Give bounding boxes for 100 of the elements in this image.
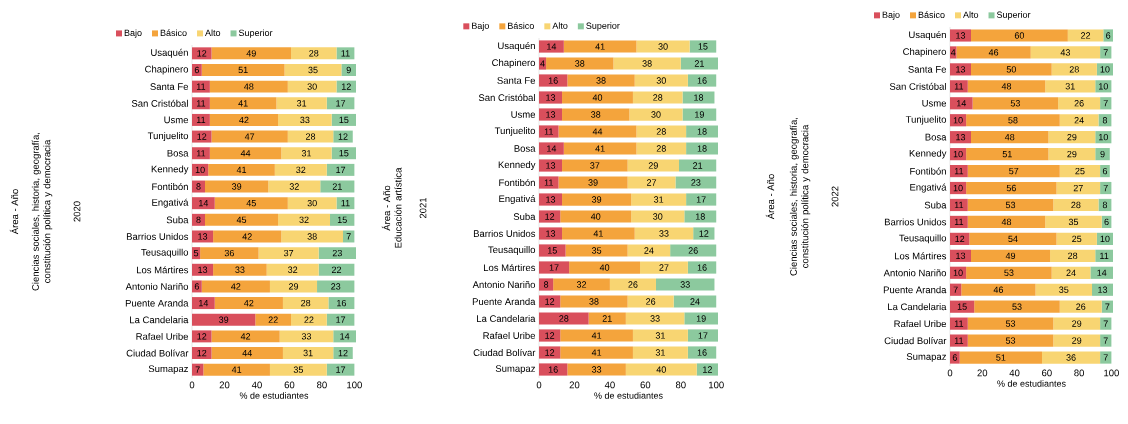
bar <box>320 180 355 193</box>
bar <box>636 142 687 155</box>
data-label: 5 <box>193 249 199 257</box>
data-label: 7 <box>1103 320 1108 327</box>
bar <box>560 295 628 308</box>
bar <box>634 74 688 87</box>
y-tick-label: Fontibón <box>910 167 946 175</box>
bar <box>950 198 968 212</box>
text: Educación artística <box>394 167 402 248</box>
bar <box>959 351 1042 364</box>
data-label: 6 <box>1104 218 1109 226</box>
data-label: 11 <box>544 179 553 186</box>
data-label: 6 <box>194 66 199 74</box>
data-label: 10 <box>195 166 205 174</box>
data-label: 33 <box>235 266 245 273</box>
bar <box>627 159 680 172</box>
data-label: 21 <box>694 60 704 67</box>
data-label: 53 <box>1010 100 1020 107</box>
bar <box>211 330 280 343</box>
bar <box>627 176 676 189</box>
bar <box>655 278 715 291</box>
data-label: 32 <box>288 266 298 273</box>
data-label: 7 <box>1105 303 1110 310</box>
x-tick-label: 80 <box>1074 369 1085 377</box>
bar <box>967 334 1054 347</box>
bar <box>269 363 327 376</box>
data-label: 21 <box>693 162 703 169</box>
bar <box>562 91 633 104</box>
bar <box>972 97 1059 110</box>
bar <box>966 266 1052 279</box>
data-label: 7 <box>953 286 958 293</box>
bar <box>539 346 561 359</box>
bar <box>282 297 329 310</box>
bar <box>684 210 717 223</box>
data-label: 22 <box>331 266 342 273</box>
data-label: 8 <box>543 281 549 288</box>
bar <box>331 147 357 160</box>
y-tick-label: Tunjuelito <box>905 115 947 125</box>
bar <box>634 227 694 240</box>
bar <box>565 244 628 257</box>
data-label: 15 <box>957 303 967 310</box>
bar <box>950 300 975 313</box>
data-label: 10 <box>953 269 963 276</box>
y-tick-label: Chapinero <box>145 65 189 75</box>
y-tick-label: La Candelaria <box>888 303 947 311</box>
bar <box>636 125 687 138</box>
data-label: 13 <box>546 196 556 203</box>
data-label: 35 <box>293 366 303 373</box>
data-label: 33 <box>659 230 669 237</box>
bar <box>558 176 628 189</box>
data-label: 24 <box>1066 269 1076 276</box>
bar <box>569 261 641 274</box>
bar <box>1058 97 1101 110</box>
data-label: 36 <box>1066 354 1076 361</box>
y-tick-label: Barrios Unidos <box>473 230 536 237</box>
data-label: 38 <box>307 233 317 240</box>
data-label: 37 <box>590 162 600 169</box>
data-label: 33 <box>680 281 690 288</box>
bar <box>950 249 971 262</box>
y-tick-label: Puente Aranda <box>125 299 189 307</box>
bar <box>1100 46 1112 59</box>
data-label: 14 <box>340 333 350 340</box>
bar <box>1100 97 1112 110</box>
y-axis-title: Área - Año <box>765 174 775 220</box>
y-tick-label: Antonio Nariño <box>472 281 536 288</box>
data-label: 22 <box>304 316 314 323</box>
y-tick-label: Barrios Unidos <box>126 232 189 240</box>
data-label: 38 <box>642 60 652 67</box>
bar <box>950 63 971 76</box>
data-label: 38 <box>589 298 599 305</box>
bar <box>336 80 357 93</box>
bar <box>539 159 563 172</box>
x-tick-label: 40 <box>251 381 262 389</box>
data-label: 29 <box>288 283 299 290</box>
y-axis-title: Área - Año <box>9 189 19 235</box>
data-label: 17 <box>336 166 346 173</box>
data-label: 40 <box>599 264 610 271</box>
bar <box>627 295 674 308</box>
data-label: 18 <box>695 213 705 220</box>
data-label: 51 <box>996 354 1006 361</box>
data-label: 53 <box>1005 320 1016 327</box>
data-label: 47 <box>244 133 255 140</box>
data-label: 28 <box>309 50 319 57</box>
bar <box>1059 114 1099 127</box>
data-label: 30 <box>307 199 317 207</box>
y-tick-label: Puente Aranda <box>472 298 536 305</box>
bar <box>686 193 717 206</box>
data-label: 13 <box>198 266 208 273</box>
data-label: 31 <box>296 100 307 107</box>
bar <box>966 181 1057 195</box>
data-label: 11 <box>544 128 553 135</box>
data-label: 31 <box>303 349 313 357</box>
bar <box>567 363 626 376</box>
text: 2021 <box>419 197 427 219</box>
bar <box>970 29 1068 42</box>
y-tick-label: Santa Fe <box>908 66 947 73</box>
bar <box>214 297 283 310</box>
y-tick-label: La Candelaria <box>477 315 536 322</box>
y-tick-label: Santa Fe <box>497 77 536 84</box>
data-label: 6 <box>1102 167 1108 175</box>
